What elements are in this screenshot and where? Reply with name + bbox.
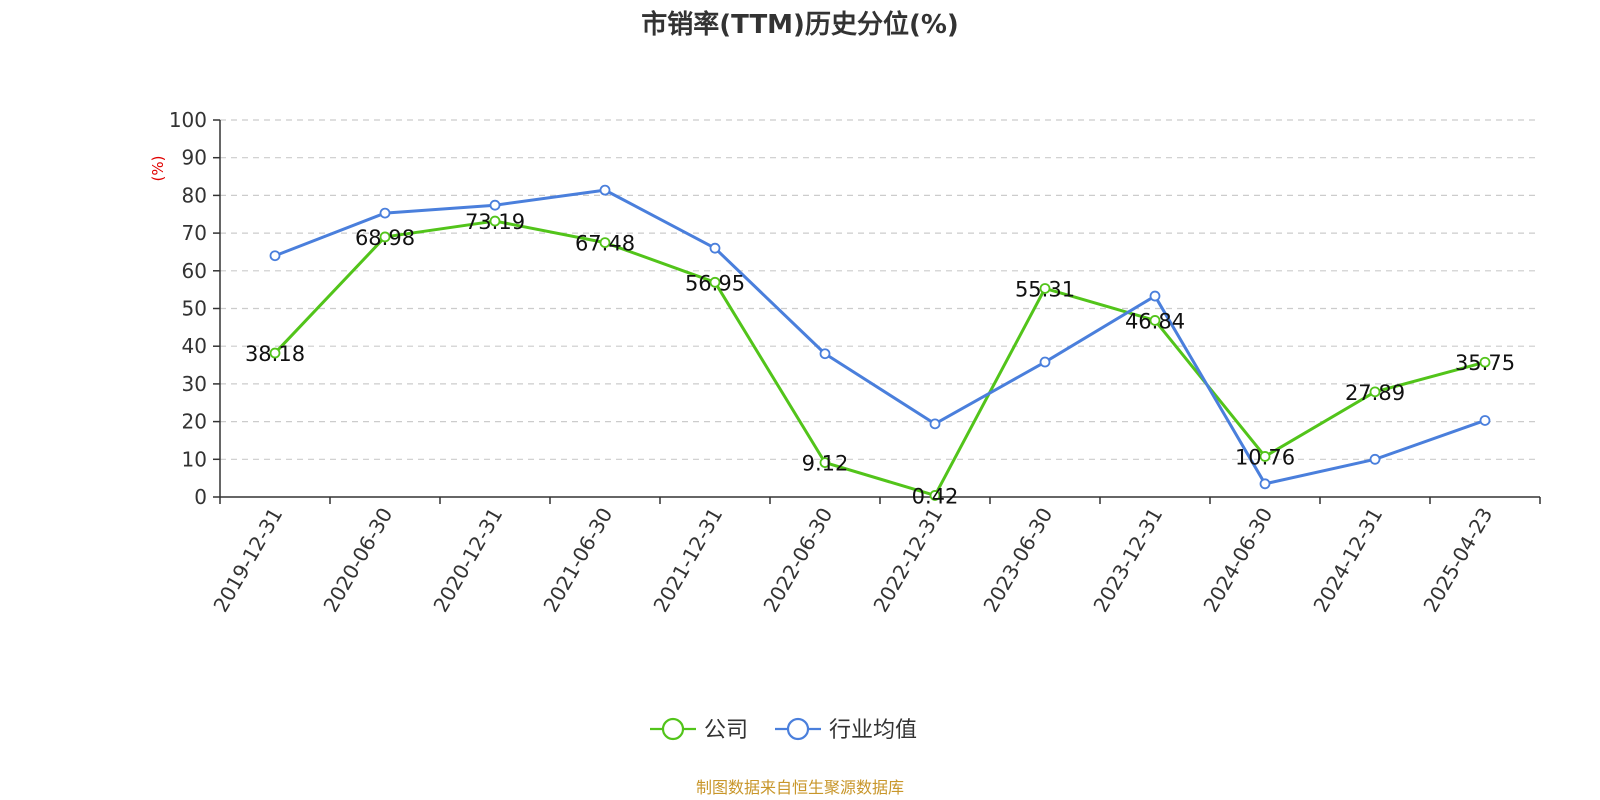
- y-tick-label: 60: [182, 259, 207, 283]
- legend-marker: [786, 717, 810, 741]
- data-point: [269, 347, 281, 359]
- data-point: [489, 199, 501, 211]
- legend-marker: [661, 717, 685, 741]
- data-point: [819, 457, 831, 469]
- legend-label: 公司: [704, 718, 748, 743]
- series-line: [273, 219, 1486, 497]
- y-tick-label: 90: [182, 146, 207, 170]
- chart-title: 市销率(TTM)历史分位(%): [641, 9, 959, 40]
- x-tick-label: 2020-12-31: [428, 504, 507, 617]
- y-tick-label: 20: [182, 410, 207, 434]
- data-point: [1259, 451, 1271, 462]
- data-point: [929, 490, 941, 501]
- series-line: [274, 188, 1486, 486]
- x-tick-label: 2022-06-30: [758, 504, 837, 617]
- y-tick-label: 80: [182, 183, 207, 207]
- data-label: 73.19: [465, 210, 525, 234]
- data-label: 38.18: [245, 342, 305, 366]
- x-tick-label: 2019-12-31: [208, 504, 287, 617]
- data-point: [599, 237, 611, 249]
- y-tick-label: 0: [194, 485, 207, 509]
- data-point: [1149, 290, 1161, 302]
- x-tick-label: 2024-06-30: [1198, 504, 1277, 617]
- grid-lines: [220, 119, 1540, 460]
- data-label: 67.48: [575, 232, 635, 256]
- source-note: 制图数据来自恒生聚源数据库: [696, 778, 904, 797]
- data-label: 46.84: [1125, 309, 1185, 333]
- data-point: [1259, 478, 1271, 490]
- data-point: [929, 418, 941, 430]
- legend: 公司 行业均值: [650, 717, 917, 743]
- x-tick-label: 2021-06-30: [538, 504, 617, 617]
- data-point: [1369, 453, 1381, 465]
- x-tick-label: 2022-12-31: [868, 504, 947, 617]
- data-point: [819, 348, 831, 360]
- data-point: [709, 242, 721, 254]
- data-point: [709, 276, 721, 288]
- data-point: [1479, 356, 1491, 368]
- data-point: [1039, 356, 1051, 368]
- data-label: 56.95: [685, 271, 745, 295]
- data-label: 0.42: [912, 484, 959, 508]
- y-tick-label: 40: [182, 334, 207, 358]
- data-point: [379, 231, 391, 243]
- data-label: 10.76: [1235, 445, 1295, 469]
- data-label: 9.12: [802, 452, 849, 476]
- y-tick-label: 30: [182, 372, 207, 396]
- data-point: [1479, 415, 1491, 426]
- y-axis-label: (%): [149, 156, 167, 182]
- data-label: 55.31: [1015, 277, 1075, 301]
- x-tick-label: 2023-12-31: [1088, 504, 1167, 617]
- legend-label: 行业均值: [829, 718, 917, 743]
- y-tick-label: 10: [182, 447, 207, 471]
- data-labels: 38.18 68.98 73.19 67.48 56.95 9.12 0.42 55.31 46…: [245, 210, 1515, 508]
- x-tick-label: 2025-04-23: [1418, 504, 1497, 617]
- series-lines: [269, 184, 1491, 501]
- y-tick-label: 100: [169, 108, 207, 132]
- data-point: [599, 184, 611, 196]
- x-tick-label: 2020-06-30: [318, 504, 397, 617]
- x-tick-label: 2021-12-31: [648, 504, 727, 617]
- x-tick-label: 2023-06-30: [978, 504, 1057, 617]
- y-tick-label: 50: [182, 297, 207, 321]
- x-tick-label: 2024-12-31: [1308, 504, 1387, 617]
- data-label: 35.75: [1455, 351, 1515, 375]
- data-point: [1039, 283, 1051, 294]
- y-tick-label: 70: [182, 221, 207, 245]
- data-point: [1369, 386, 1381, 398]
- data-point: [1149, 315, 1161, 326]
- data-label: 27.89: [1345, 381, 1405, 405]
- data-point: [269, 250, 281, 262]
- data-point: [379, 207, 391, 219]
- data-label: 68.98: [355, 226, 415, 250]
- axes: 0 10 20 30 40 50 60 70 80 90 100 2019-12-31 2020-06-…: [169, 108, 1541, 617]
- data-point: [489, 215, 501, 227]
